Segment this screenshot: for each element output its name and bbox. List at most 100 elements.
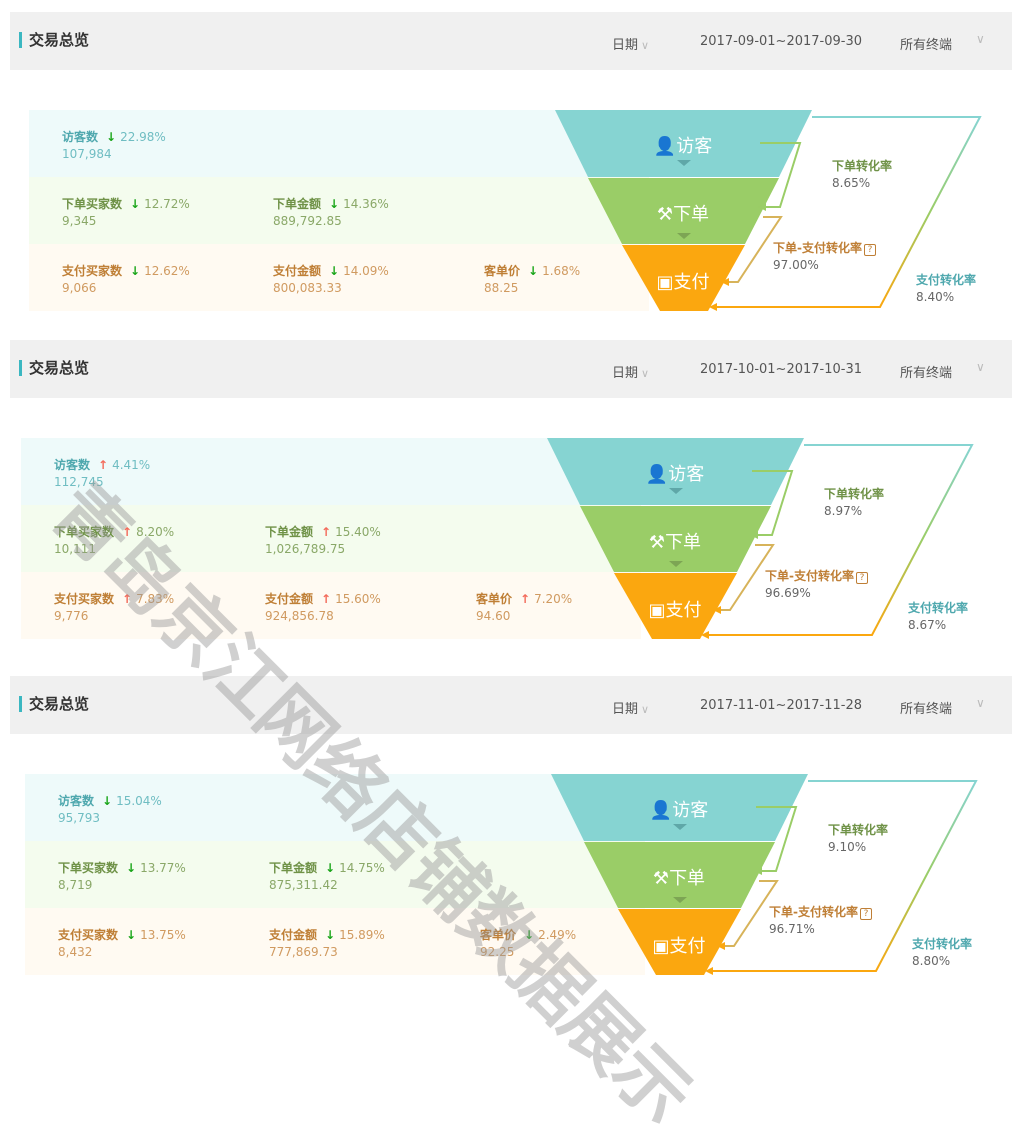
- metric-value: 800,083.33: [273, 281, 342, 295]
- rate-value: 9.10%: [828, 840, 867, 854]
- metric-label: 客单价: [484, 264, 521, 278]
- order-rate: 下单转化率 8.65%: [832, 158, 892, 192]
- metric-change: 15.40%: [335, 525, 381, 539]
- rate-value: 8.67%: [908, 618, 947, 632]
- date-dropdown[interactable]: 日期 ∨: [612, 698, 649, 717]
- metric-label: 下单金额: [269, 861, 318, 875]
- chevron-down-icon: ∨: [641, 39, 650, 52]
- terminal-dropdown[interactable]: 所有终端: [900, 366, 953, 381]
- metric-label: 访客数: [58, 794, 95, 808]
- pay-rate-connector: [711, 780, 978, 972]
- metric-value: 94.60: [476, 609, 511, 623]
- trade-overview-panel: 交易总览 日期 ∨ 2017-11-01~2017-11-28 所有终端 ∨ 访客…: [0, 676, 1022, 986]
- funnel-chart: [551, 774, 978, 975]
- rate-label: 支付转化率: [908, 601, 969, 615]
- chevron-down-icon: ∨: [641, 703, 650, 716]
- visitor-row: 访客数 ↓ 15.04% 95,793: [25, 774, 645, 842]
- title-accent-bar: [19, 32, 22, 48]
- chevron-down-icon[interactable]: ∨: [976, 696, 985, 710]
- funnel-label-order: ⚒下单: [623, 200, 743, 226]
- pay-row: 支付买家数 ↑ 7.83% 9,776 支付金额 ↑ 15.60% 924,856.78…: [21, 572, 641, 639]
- metric-value: 8,432: [58, 945, 93, 959]
- terminal-dropdown[interactable]: 所有终端: [900, 702, 953, 717]
- terminal-dropdown[interactable]: 所有终端: [900, 38, 953, 53]
- metric-change: 12.62%: [144, 264, 190, 278]
- metric-pay-amount: 支付金额 ↓ 14.09% 800,083.33: [273, 263, 389, 297]
- pay-rate: 支付转化率 8.80%: [912, 936, 972, 970]
- pay-rate: 支付转化率 8.40%: [916, 272, 976, 306]
- metric-unit-price: 客单价 ↓ 2.49% 92.25: [480, 927, 576, 961]
- date-range[interactable]: 2017-10-01~2017-10-31: [700, 362, 862, 377]
- help-icon[interactable]: ?: [855, 572, 868, 584]
- trend-down-arrow-icon: ↓: [325, 928, 336, 942]
- funnel-pay: [622, 245, 745, 311]
- funnel-label-pay: ▣支付: [619, 932, 739, 958]
- panel-header: 交易总览 日期 ∨ 2017-09-01~2017-09-30 所有终端 ∨: [10, 12, 1012, 70]
- order-rate-connector: [756, 806, 798, 872]
- trade-overview-panel: 交易总览 日期 ∨ 2017-10-01~2017-10-31 所有终端 ∨ 访客…: [0, 340, 1022, 650]
- date-range[interactable]: 2017-09-01~2017-09-30: [700, 34, 862, 49]
- date-dropdown-label: 日期: [612, 38, 639, 53]
- metric-label: 访客数: [54, 458, 91, 472]
- arrow-left-icon: [701, 631, 709, 639]
- visitor-row: 访客数 ↑ 4.41% 112,745: [21, 438, 641, 506]
- metric-change: 1.68%: [542, 264, 581, 278]
- help-icon[interactable]: ?: [859, 908, 872, 920]
- metric-change: 4.41%: [112, 458, 151, 472]
- metrics-area: 访客数 ↓ 22.98% 107,984 下单买家数 ↓ 12.72% 9,345 下单…: [0, 110, 1022, 312]
- trend-down-arrow-icon: ↓: [130, 197, 141, 211]
- rate-value: 8.40%: [916, 290, 955, 304]
- funnel-order: [580, 506, 771, 572]
- metric-change: 14.75%: [339, 861, 385, 875]
- help-icon[interactable]: ?: [863, 244, 876, 256]
- chevron-down-icon[interactable]: ∨: [976, 360, 985, 374]
- trend-up-arrow-icon: ↑: [122, 592, 133, 606]
- funnel-order: [588, 178, 779, 244]
- metric-visitors: 访客数 ↓ 22.98% 107,984: [62, 129, 166, 163]
- metric-value: 10,111: [54, 542, 96, 556]
- rate-value: 8.65%: [832, 176, 871, 190]
- metric-value: 88.25: [484, 281, 519, 295]
- funnel-chart: [555, 110, 982, 311]
- chevron-down-icon[interactable]: ∨: [976, 32, 985, 46]
- order-pay-rate: 下单-支付转化率? 96.71%: [769, 904, 872, 938]
- order-pay-rate-connector: [727, 216, 783, 283]
- order-rate-connector: [752, 470, 794, 536]
- order-row: 下单买家数 ↓ 13.77% 8,719 下单金额 ↓ 14.75% 875,311.4…: [25, 841, 645, 909]
- metric-label: 下单买家数: [62, 197, 123, 211]
- trend-down-arrow-icon: ↓: [130, 264, 141, 278]
- trend-down-arrow-icon: ↓: [106, 130, 117, 144]
- funnel-text: 访客: [668, 464, 705, 485]
- metric-change: 15.89%: [339, 928, 385, 942]
- trend-down-arrow-icon: ↓: [329, 197, 340, 211]
- metric-label: 支付金额: [273, 264, 322, 278]
- date-dropdown[interactable]: 日期 ∨: [612, 34, 649, 53]
- hammer-icon: ⚒: [656, 204, 674, 225]
- trend-down-arrow-icon: ↓: [102, 794, 113, 808]
- metric-value: 9,345: [62, 214, 97, 228]
- trend-up-arrow-icon: ↑: [520, 592, 531, 606]
- metric-value: 1,026,789.75: [265, 542, 346, 556]
- metric-change: 13.75%: [140, 928, 186, 942]
- funnel-pay: [614, 573, 737, 639]
- metric-change: 15.60%: [335, 592, 381, 606]
- rate-value: 96.71%: [769, 922, 815, 936]
- arrow-left-icon: [750, 531, 758, 539]
- metric-pay-amount: 支付金额 ↑ 15.60% 924,856.78: [265, 591, 381, 625]
- trend-up-arrow-icon: ↑: [321, 525, 332, 539]
- user-icon: 👤: [653, 136, 677, 157]
- metric-order-buyers: 下单买家数 ↑ 8.20% 10,111: [54, 524, 174, 558]
- metric-visitors: 访客数 ↓ 15.04% 95,793: [58, 793, 162, 827]
- title-accent-bar: [19, 696, 22, 712]
- funnel-label-pay: ▣支付: [615, 596, 735, 622]
- trend-down-arrow-icon: ↓: [528, 264, 539, 278]
- date-dropdown[interactable]: 日期 ∨: [612, 362, 649, 381]
- trend-down-arrow-icon: ↓: [329, 264, 340, 278]
- date-range[interactable]: 2017-11-01~2017-11-28: [700, 698, 862, 713]
- metric-label: 支付金额: [269, 928, 318, 942]
- panel-title: 交易总览: [29, 31, 90, 49]
- metric-label: 客单价: [476, 592, 513, 606]
- funnel-visitor: [551, 774, 808, 841]
- order-row: 下单买家数 ↓ 12.72% 9,345 下单金额 ↓ 14.36% 889,792.8…: [29, 177, 649, 245]
- funnel-step-arrow-icon: [673, 897, 687, 903]
